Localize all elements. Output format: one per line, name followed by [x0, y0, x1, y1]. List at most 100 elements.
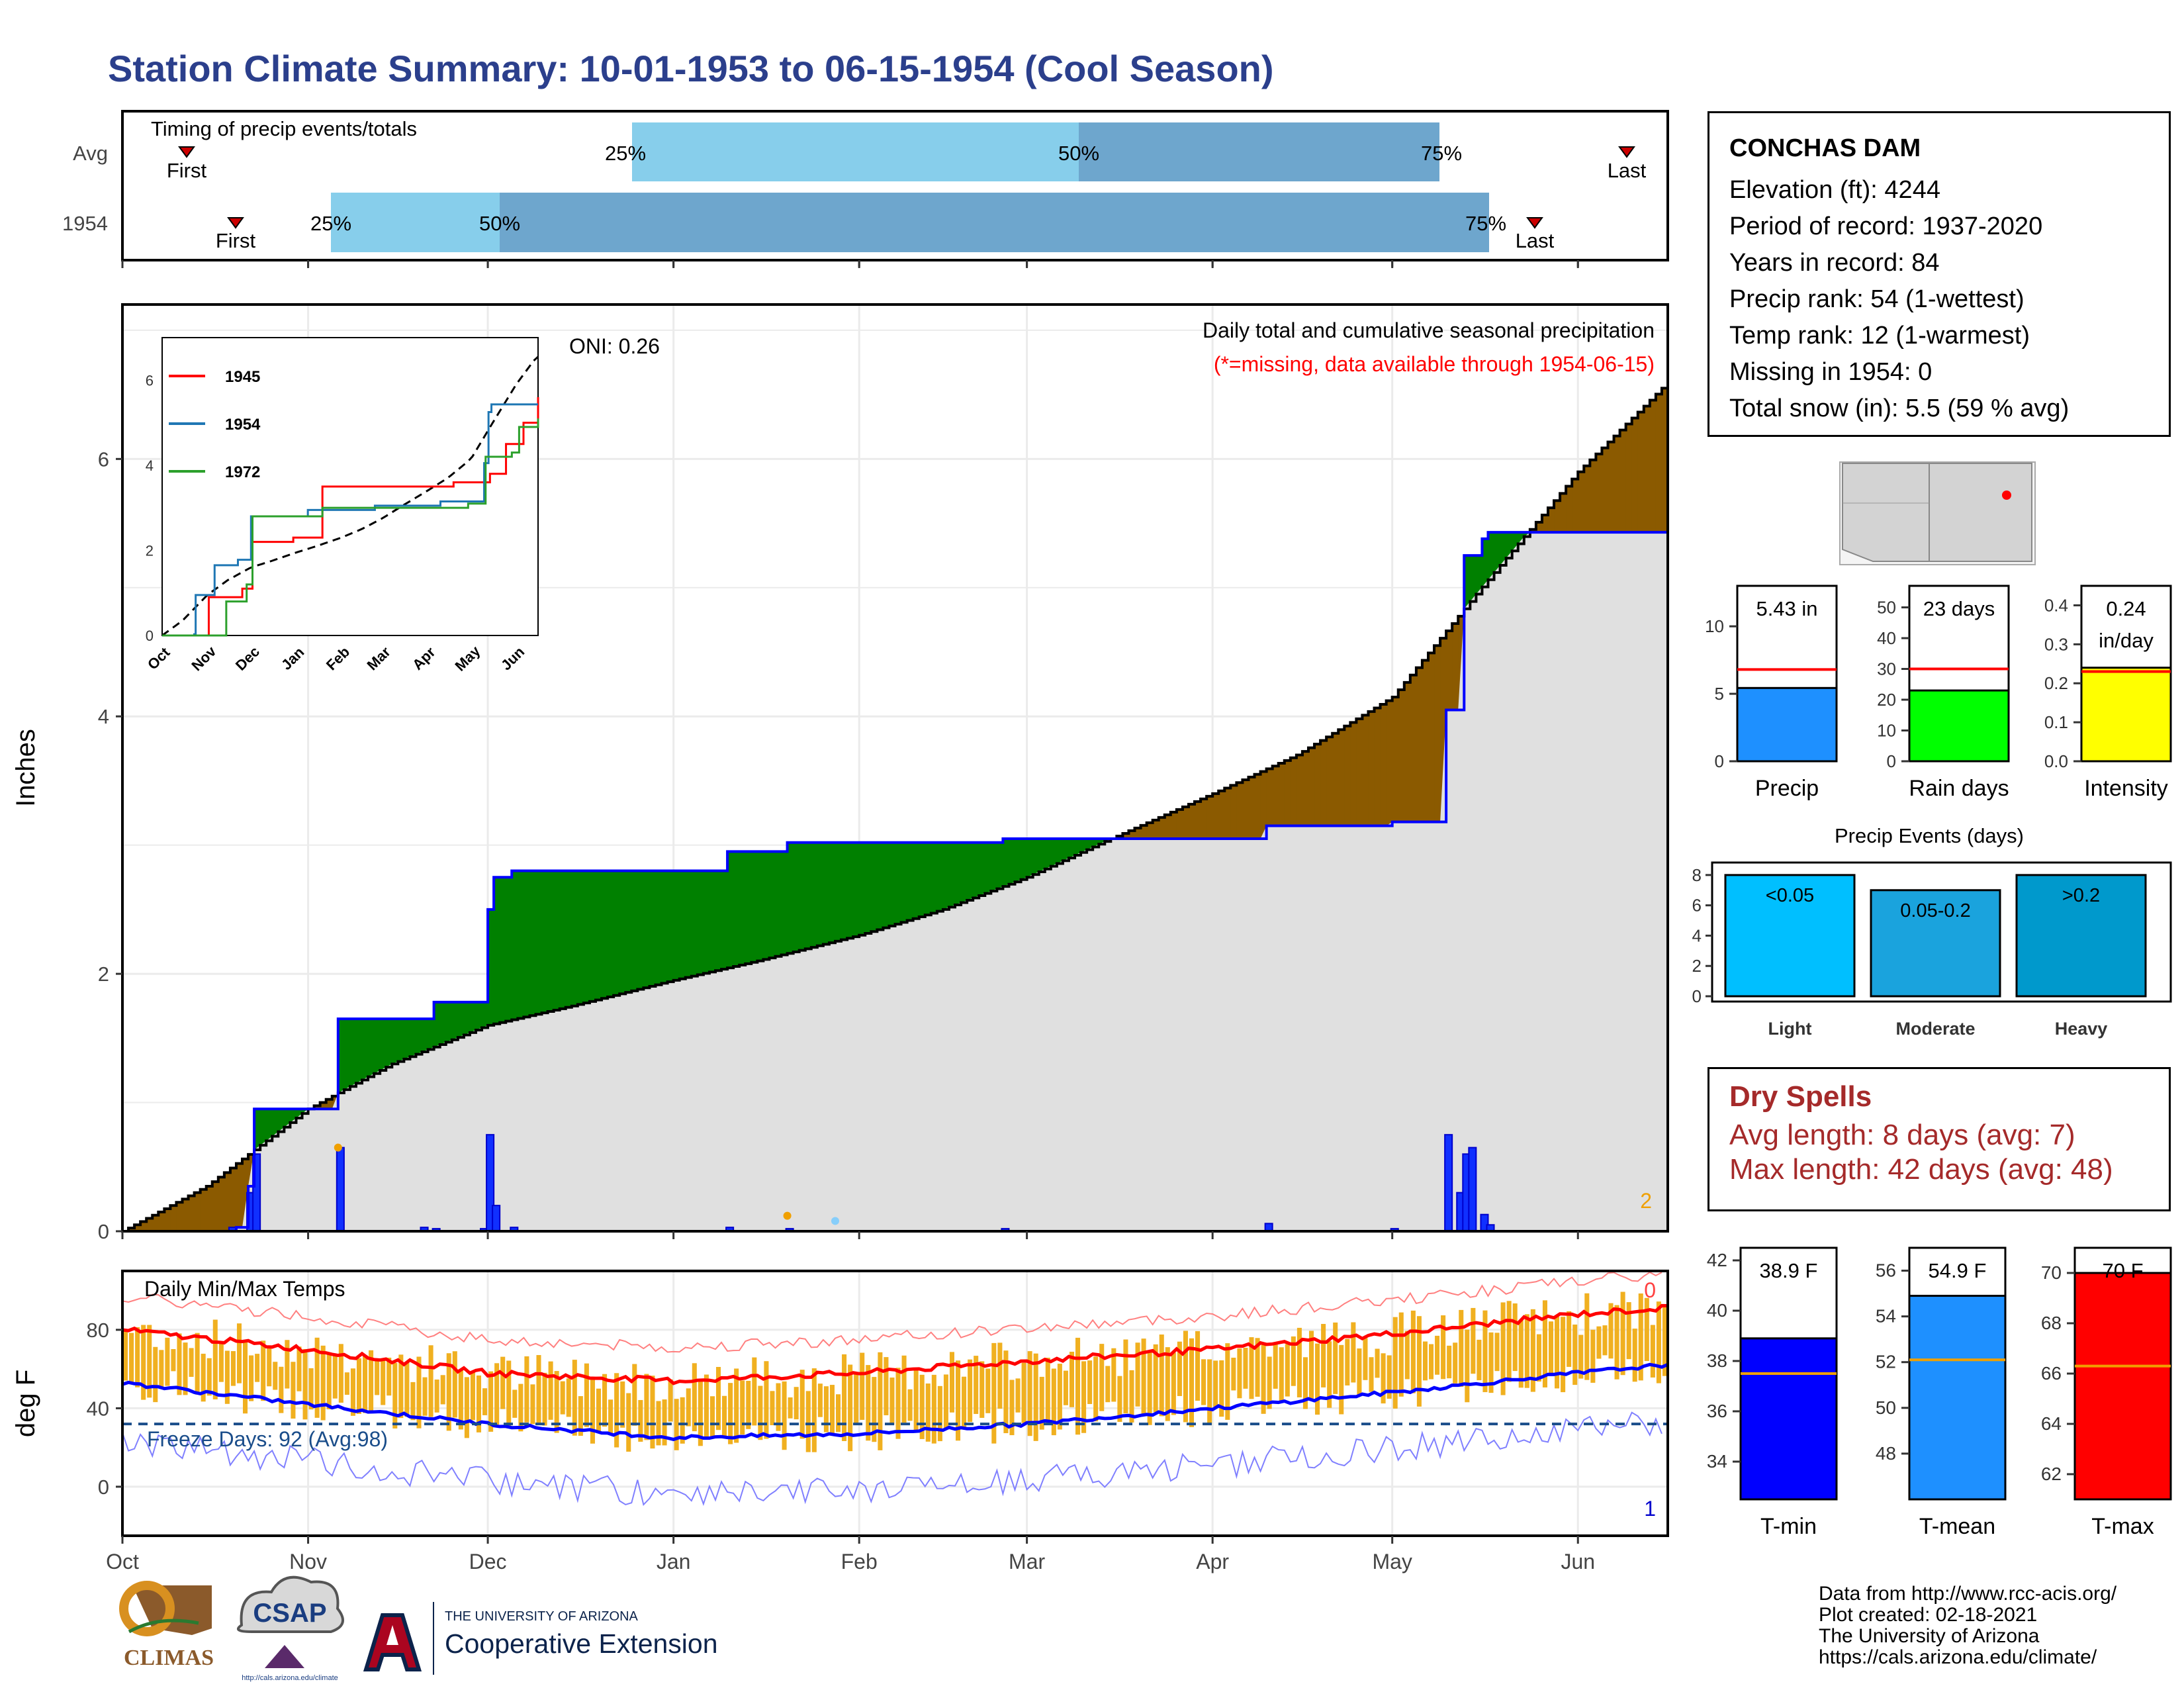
inset-line-1972: [162, 418, 539, 637]
month-label: Jun: [1561, 1550, 1595, 1573]
daily-temp-bar: [422, 1377, 428, 1416]
surplus-area: [769, 851, 776, 959]
daily-temp-bar: [638, 1399, 643, 1442]
surplus-area: [919, 842, 926, 917]
surplus-area: [428, 1019, 435, 1050]
surplus-area: [991, 842, 997, 892]
daily-temp-bar: [1249, 1337, 1254, 1399]
daily-temp-bar: [416, 1356, 422, 1429]
daily-temp-bar: [1339, 1344, 1344, 1415]
summary-value-label: 23 days: [1923, 597, 1995, 620]
surplus-area: [679, 870, 686, 979]
deficit-area: [1224, 788, 1231, 839]
temp-top-count: 0: [1644, 1278, 1656, 1302]
inset-legend: 1945 1954 1972: [169, 368, 261, 481]
deficit-area: [1649, 400, 1657, 533]
precip-events-chart: Precip Events (days) 0 2 4 6 8 <0.05 Light 0.05…: [1692, 824, 2172, 1039]
deficit-area: [1272, 766, 1279, 826]
snow-marker: [334, 1143, 342, 1152]
surplus-area: [637, 870, 644, 990]
surplus-area: [571, 870, 578, 1006]
daily-temp-bar: [195, 1333, 200, 1395]
daily-temp-bar: [230, 1351, 236, 1386]
inset-legend-label: 1945: [225, 368, 260, 386]
daily-temp-bar: [608, 1399, 614, 1434]
deficit-area: [1230, 785, 1237, 839]
temp-ytick-label: 40: [87, 1397, 109, 1420]
daily-temp-bar: [1279, 1347, 1284, 1401]
events-bar-label: >0.2: [2062, 885, 2100, 906]
inset-plot-lines: [161, 355, 539, 637]
inset-ytick-label: 2: [146, 542, 154, 559]
surplus-area: [697, 870, 704, 975]
deficit-area: [170, 1205, 177, 1231]
daily-temp-bar: [1093, 1356, 1099, 1422]
surplus-area: [614, 870, 620, 996]
last-label-1954: Last: [1516, 229, 1555, 252]
deficit-area: [1386, 700, 1393, 826]
daily-temp-bar: [1471, 1307, 1476, 1374]
deficit-area: [1236, 782, 1244, 839]
surplus-area: [1038, 838, 1046, 872]
station-name: CONCHAS DAM: [1729, 134, 1921, 162]
deficit-area: [1201, 798, 1207, 839]
daily-temp-bar: [1638, 1293, 1643, 1381]
surplus-area: [823, 842, 830, 945]
timing-avg-75: 75%: [1421, 142, 1462, 165]
state-map: [1839, 461, 2036, 565]
surplus-area: [985, 842, 991, 894]
deficit-area: [1284, 760, 1291, 826]
surplus-area: [296, 1109, 303, 1119]
precip-area-fills: [122, 388, 1668, 1231]
daily-temp-bar: [279, 1366, 284, 1413]
daily-temp-bar: [698, 1381, 703, 1446]
summary-ytick-label: 56: [1876, 1260, 1896, 1281]
surplus-area: [1470, 555, 1477, 602]
deficit-area: [1380, 704, 1387, 826]
deficit-area: [176, 1202, 183, 1231]
daily-temp-bar: [452, 1351, 457, 1418]
daily-temp-bar: [956, 1360, 961, 1441]
daily-temp-bar: [962, 1376, 967, 1429]
temp-series: [122, 1271, 1668, 1507]
surplus-area: [433, 1002, 441, 1047]
daily-temp-bar: [1308, 1331, 1314, 1401]
first-label-1954: First: [216, 229, 256, 252]
daily-temp-bar: [1441, 1315, 1446, 1380]
daily-temp-bar: [428, 1345, 433, 1417]
daily-temp-bar: [1392, 1317, 1398, 1409]
deficit-area: [1608, 442, 1615, 533]
daily-temp-bar: [1644, 1297, 1649, 1362]
deficit-area: [1572, 479, 1578, 533]
dry-spells-box: Dry Spells Avg length: 8 days (avg: 7) M…: [1707, 1067, 2171, 1211]
daily-temp-bar: [823, 1386, 829, 1432]
deficit-area: [1547, 508, 1555, 533]
deficit-area: [1596, 453, 1603, 533]
surplus-area: [583, 870, 590, 1004]
daily-temp-bar: [1447, 1345, 1452, 1379]
deficit-area: [1212, 793, 1219, 839]
daily-temp-bar: [1632, 1329, 1637, 1382]
daily-temp-bar: [1500, 1302, 1506, 1395]
deficit-area: [1416, 667, 1423, 822]
daily-temp-bar: [404, 1362, 410, 1417]
footer-url: https://cals.arizona.edu/climate/: [1819, 1646, 2097, 1668]
events-category-label: Moderate: [1895, 1019, 1975, 1039]
daily-temp-bar: [147, 1325, 152, 1398]
deficit-area: [1290, 757, 1297, 826]
ua-logo: THE UNIVERSITY OF ARIZONA Cooperative Ex…: [363, 1602, 718, 1675]
deficit-area: [1410, 675, 1417, 822]
deficit-area: [1560, 493, 1567, 533]
deficit-area: [1643, 406, 1651, 533]
surplus-area: [877, 842, 884, 930]
deficit-area: [1254, 774, 1261, 839]
daily-temp-bar: [578, 1396, 583, 1436]
timing-avg-bar-late: [1079, 122, 1439, 181]
deficit-area: [1446, 631, 1453, 710]
surplus-area: [1050, 838, 1058, 867]
missing-note: (*=missing, data available through 1954-…: [1214, 352, 1655, 376]
record-high-line: [122, 1271, 1662, 1353]
station-elevation: Elevation (ft): 4244: [1729, 176, 1940, 204]
timing-1954-50: 50%: [479, 212, 520, 235]
